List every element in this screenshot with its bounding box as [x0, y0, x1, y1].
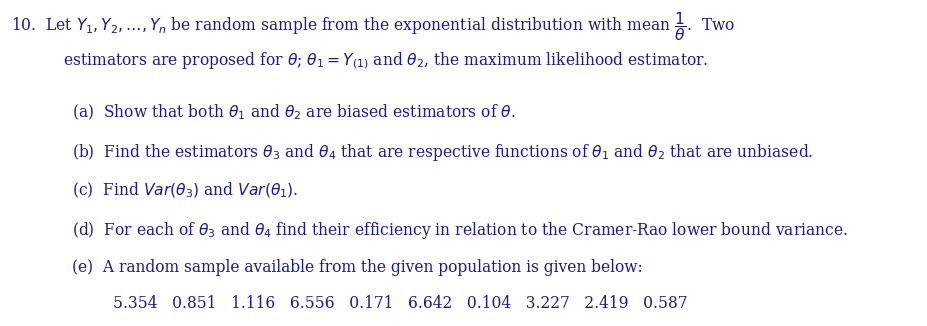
Text: (b)  Find the estimators $\theta_3$ and $\theta_4$ that are respective functions: (b) Find the estimators $\theta_3$ and $… — [72, 142, 813, 163]
Text: 10.  Let $Y_1, Y_2, \ldots, Y_n$ be random sample from the exponential distribut: 10. Let $Y_1, Y_2, \ldots, Y_n$ be rando… — [11, 10, 734, 43]
Text: (c)  Find $Var(\theta_3)$ and $Var(\theta_1)$.: (c) Find $Var(\theta_3)$ and $Var(\theta… — [72, 181, 298, 200]
Text: (a)  Show that both $\theta_1$ and $\theta_2$ are biased estimators of $\theta$.: (a) Show that both $\theta_1$ and $\thet… — [72, 103, 515, 122]
Text: 5.354   0.851   1.116   6.556   0.171   6.642   0.104   3.227   2.419   0.587: 5.354 0.851 1.116 6.556 0.171 6.642 0.10… — [113, 295, 687, 312]
Text: (d)  For each of $\theta_3$ and $\theta_4$ find their efficiency in relation to : (d) For each of $\theta_3$ and $\theta_4… — [72, 220, 847, 241]
Text: estimators are proposed for $\theta$; $\theta_1 = Y_{(1)}$ and $\theta_2$, the m: estimators are proposed for $\theta$; $\… — [63, 51, 708, 71]
Text: (e)  A random sample available from the given population is given below:: (e) A random sample available from the g… — [72, 259, 642, 276]
